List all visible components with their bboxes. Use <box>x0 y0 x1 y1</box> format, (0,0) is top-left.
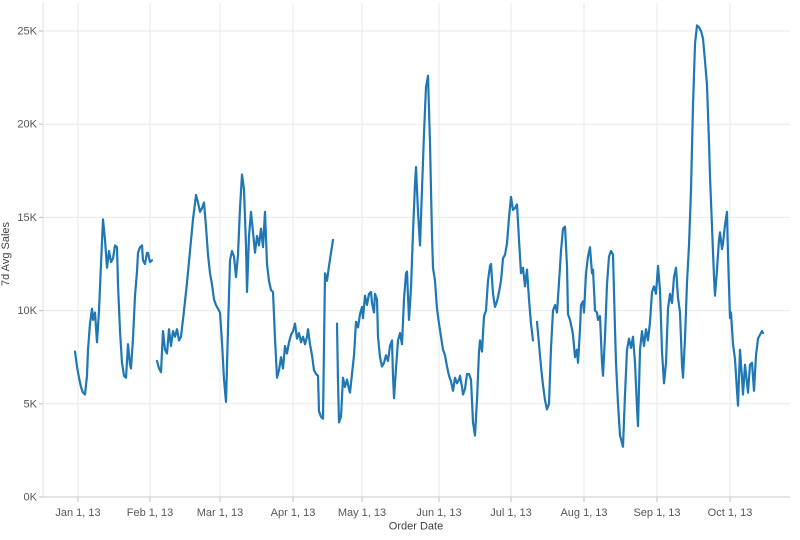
x-tick-label: Mar 1, 13 <box>197 507 243 519</box>
y-axis-title: 7d Avg Sales <box>0 221 12 286</box>
y-tick-label: 15K <box>17 212 37 224</box>
y-tick-label: 0K <box>24 492 38 504</box>
y-tick-label: 10K <box>17 305 37 317</box>
series-layer <box>73 24 765 448</box>
x-tick-label: Oct 1, 13 <box>708 507 753 519</box>
x-tick-label: Jun 1, 13 <box>416 507 461 519</box>
x-axis-title: Order Date <box>389 521 443 533</box>
x-tick-label: Feb 1, 13 <box>127 507 173 519</box>
y-tick-label: 20K <box>17 119 37 131</box>
y-tick-label: 25K <box>17 26 37 38</box>
x-tick-label: Apr 1, 13 <box>271 507 316 519</box>
grid-layer <box>43 3 790 498</box>
sales-line-series[interactable] <box>73 24 765 448</box>
x-tick-label: Jan 1, 13 <box>55 507 100 519</box>
y-tick-label: 5K <box>24 398 38 410</box>
axis-layer: 0K 5K 10K 15K 20K 25K Jan 1, 13 Feb 1, 13 Mar 1,… <box>17 3 790 519</box>
x-tick-label: May 1, 13 <box>338 507 386 519</box>
x-tick-label: Jul 1, 13 <box>490 507 532 519</box>
x-tick-label: Sep 1, 13 <box>633 507 680 519</box>
x-tick-label: Aug 1, 13 <box>560 507 607 519</box>
